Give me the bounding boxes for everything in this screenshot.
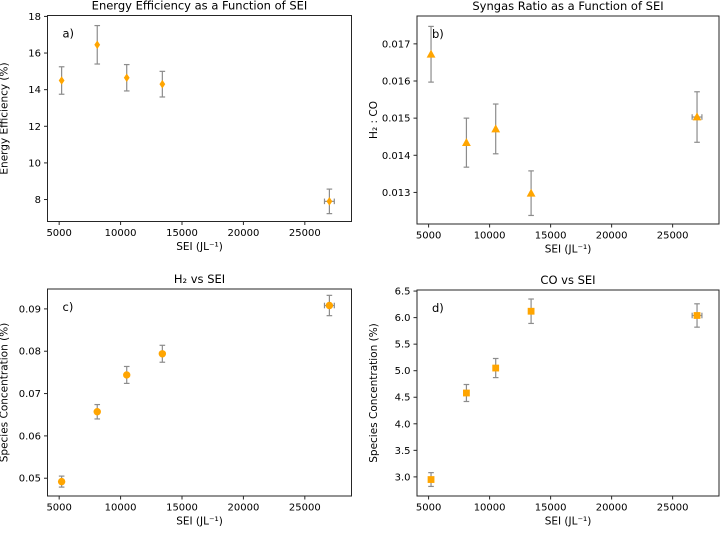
x-tick-label: 15000 bbox=[166, 228, 198, 239]
data-point-marker bbox=[462, 138, 471, 147]
subplot-h2-concentration: 5000 10000 15000 20000 25000 0.05 0.06 0.07 0.08… bbox=[0, 266, 361, 533]
y-tick-label: 3.5 bbox=[395, 446, 411, 457]
y-tick-label: 0.016 bbox=[382, 77, 411, 88]
x-tick-label: 15000 bbox=[535, 503, 567, 514]
data-point-marker bbox=[693, 312, 701, 319]
panel-letter-annotation: c) bbox=[63, 300, 74, 314]
y-tick-label: 10 bbox=[28, 158, 41, 169]
x-tick-label: 15000 bbox=[166, 503, 198, 514]
data-point-marker bbox=[123, 73, 130, 83]
y-tick-label: 6.0 bbox=[395, 313, 411, 324]
y-tick-label: 3.0 bbox=[395, 472, 411, 483]
subplot-syngas-ratio: 5000 10000 15000 20000 25000 0.013 0.014 0.015 0… bbox=[361, 0, 722, 266]
y-tick-label: 8 bbox=[35, 195, 41, 206]
data-point-marker bbox=[159, 79, 166, 89]
y-tick-label: 5.5 bbox=[395, 340, 411, 351]
x-axis-label: SEI (JL⁻¹) bbox=[545, 516, 592, 528]
data-point-marker bbox=[492, 364, 500, 372]
x-tick-label: 25000 bbox=[657, 231, 689, 242]
y-axis-label: Species Concentration (%) bbox=[368, 323, 380, 463]
subplot-title: Syngas Ratio as a Function of SEI bbox=[472, 0, 663, 13]
x-tick-label: 20000 bbox=[596, 231, 628, 242]
data-point-marker bbox=[93, 408, 101, 416]
subplot-background bbox=[361, 0, 722, 266]
y-tick-label: 0.07 bbox=[19, 389, 41, 400]
y-tick-label: 4.5 bbox=[395, 393, 411, 404]
x-tick-label: 5000 bbox=[416, 503, 441, 514]
y-tick-label: 16 bbox=[28, 49, 41, 60]
data-point-marker bbox=[326, 197, 333, 206]
plot-area-frame bbox=[47, 15, 352, 222]
x-tick-label: 5000 bbox=[416, 231, 441, 242]
x-tick-label: 20000 bbox=[596, 503, 628, 514]
y-tick-label: 0.014 bbox=[382, 151, 411, 162]
plot-area-frame bbox=[416, 289, 720, 497]
y-axis-label: H₂ : CO bbox=[368, 101, 380, 139]
plot-area-frame bbox=[47, 288, 352, 497]
subplot-title: H₂ vs SEI bbox=[174, 272, 225, 286]
data-point-marker bbox=[123, 371, 131, 379]
x-tick-label: 25000 bbox=[289, 503, 321, 514]
subplot-background bbox=[0, 0, 361, 266]
subplot-co-concentration: 5000 10000 15000 20000 25000 3.0 3.5 4.0 4.5 5.0 5… bbox=[361, 266, 722, 533]
subplot-energy-efficiency: 5000 10000 15000 20000 25000 8 10 12 14 16 18 Energ… bbox=[0, 0, 361, 266]
y-tick-label: 18 bbox=[28, 12, 41, 23]
subplot-title: Energy Efficiency as a Function of SEI bbox=[92, 0, 308, 13]
y-axis-label: Energy Efficiency (%) bbox=[0, 62, 11, 174]
y-tick-label: 6.5 bbox=[395, 287, 411, 298]
x-tick-label: 10000 bbox=[105, 503, 137, 514]
data-point-marker bbox=[491, 124, 501, 133]
x-axis-label: SEI (JL⁻¹) bbox=[176, 241, 223, 253]
x-tick-label: 25000 bbox=[289, 228, 321, 239]
data-point-marker bbox=[463, 389, 470, 397]
panel-letter-annotation: a) bbox=[63, 27, 75, 41]
y-tick-label: 0.08 bbox=[19, 347, 41, 358]
y-tick-label: 0.05 bbox=[19, 474, 41, 485]
data-point-marker bbox=[94, 40, 101, 50]
x-tick-label: 5000 bbox=[46, 503, 71, 514]
x-tick-label: 10000 bbox=[474, 503, 506, 514]
x-tick-label: 20000 bbox=[228, 228, 260, 239]
data-point-marker bbox=[527, 307, 535, 315]
y-tick-label: 0.09 bbox=[19, 304, 41, 315]
y-tick-label: 0.017 bbox=[382, 39, 411, 50]
plot-area-frame bbox=[416, 15, 720, 225]
data-point-marker bbox=[158, 350, 167, 358]
data-point-marker bbox=[427, 476, 435, 483]
data-point-marker bbox=[526, 188, 536, 197]
y-tick-label: 12 bbox=[28, 122, 41, 133]
x-axis-label: SEI (JL⁻¹) bbox=[545, 244, 592, 256]
x-tick-label: 10000 bbox=[105, 228, 137, 239]
data-point-marker bbox=[58, 76, 65, 85]
subplot-background bbox=[0, 266, 361, 533]
x-tick-label: 20000 bbox=[228, 503, 260, 514]
panel-letter-annotation: b) bbox=[432, 27, 444, 41]
panel-letter-annotation: d) bbox=[432, 301, 444, 315]
x-tick-label: 5000 bbox=[46, 228, 71, 239]
y-tick-label: 0.013 bbox=[382, 188, 411, 199]
y-tick-label: 4.0 bbox=[395, 419, 411, 430]
y-tick-label: 5.0 bbox=[395, 366, 411, 377]
data-point-marker bbox=[325, 301, 334, 310]
data-point-marker bbox=[692, 112, 702, 121]
x-axis-label: SEI (JL⁻¹) bbox=[176, 516, 223, 528]
data-point-marker bbox=[426, 49, 436, 58]
y-tick-label: 14 bbox=[28, 85, 41, 96]
y-tick-label: 0.015 bbox=[382, 114, 411, 125]
x-tick-label: 15000 bbox=[535, 231, 567, 242]
x-tick-label: 10000 bbox=[474, 231, 506, 242]
subplot-background bbox=[361, 266, 722, 533]
data-point-marker bbox=[57, 477, 66, 486]
subplot-title: CO vs SEI bbox=[540, 273, 595, 287]
y-axis-label: Species Concentration (%) bbox=[0, 323, 11, 463]
y-tick-label: 0.06 bbox=[19, 431, 41, 442]
x-tick-label: 25000 bbox=[657, 503, 689, 514]
